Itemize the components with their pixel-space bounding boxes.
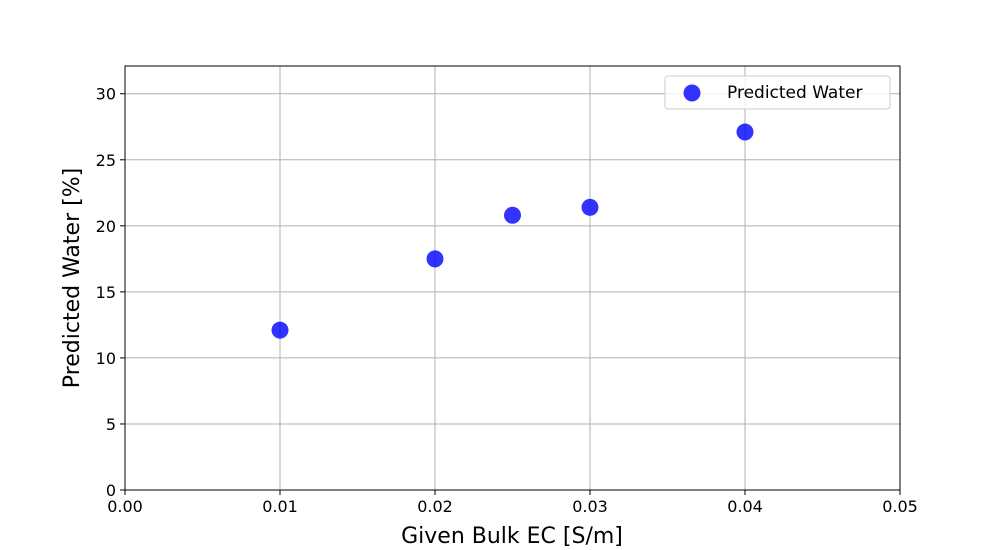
y-tick-label: 5 xyxy=(106,415,116,434)
legend-marker xyxy=(683,84,701,102)
legend-box xyxy=(664,75,891,110)
data-point xyxy=(581,198,599,216)
y-axis-title: Predicted Water [%] xyxy=(60,168,85,388)
x-tick-label: 0.01 xyxy=(262,497,298,516)
y-tick-label: 15 xyxy=(96,283,116,302)
grid-lines xyxy=(125,66,900,490)
plot-frame xyxy=(124,65,901,491)
x-tick-label: 0.05 xyxy=(882,497,918,516)
y-tick-label: 20 xyxy=(96,217,116,236)
x-axis-title: Given Bulk EC [S/m] xyxy=(401,524,623,549)
y-tick-label: 30 xyxy=(96,85,116,104)
x-tick-label: 0.02 xyxy=(417,497,453,516)
x-tick-label: 0.00 xyxy=(107,497,143,516)
y-axis-ticks: 0 5 10 15 20 25 30 xyxy=(96,85,125,500)
data-point xyxy=(736,123,754,141)
x-axis-ticks: 0.00 0.01 0.02 0.03 0.04 0.05 xyxy=(107,490,918,516)
x-tick-label: 0.03 xyxy=(572,497,608,516)
y-tick-label: 0 xyxy=(106,481,116,500)
data-point xyxy=(271,321,289,339)
data-points xyxy=(271,123,754,339)
data-point xyxy=(426,250,444,268)
legend-label: Predicted Water xyxy=(727,83,862,103)
legend: Predicted Water xyxy=(664,75,891,110)
y-tick-label: 10 xyxy=(96,349,116,368)
y-tick-label: 25 xyxy=(96,151,116,170)
data-point xyxy=(504,206,521,224)
x-tick-label: 0.04 xyxy=(727,497,763,516)
